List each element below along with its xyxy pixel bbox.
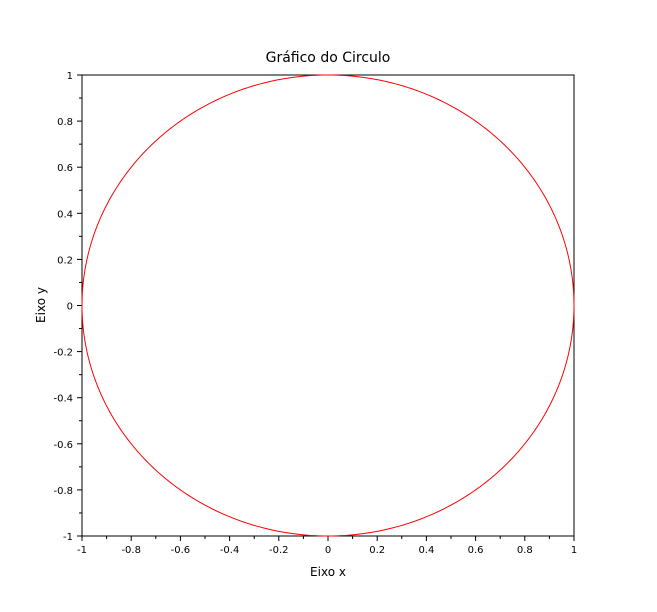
y-tick-label: 0.4 [57,209,73,220]
chart-title: Gráfico do Circulo [266,50,391,66]
y-tick-label: 0 [67,302,73,313]
y-tick-label: 0.6 [57,163,73,174]
x-tick-label: 0 [325,545,331,556]
y-axis: -1 -0.8 -0.6 -0.4 -0.2 0 0.2 0.4 0.6 0.8 1 [53,71,82,543]
x-tick-label: -0.8 [121,545,141,556]
x-tick-label: -0.4 [220,545,240,556]
y-tick-label: 0.8 [57,117,73,128]
x-tick-label: 0.8 [517,545,533,556]
x-tick-label: 0.6 [468,545,484,556]
x-tick-label: 0.4 [418,545,434,556]
y-tick-label: -0.4 [53,394,73,405]
x-axis: -1 -0.8 -0.6 -0.4 -0.2 0 0.2 0.4 0.6 0.8 1 [77,536,577,556]
y-axis-label: Eixo y [34,287,48,323]
y-tick-label: -1 [63,532,73,543]
y-tick-label: -0.2 [53,348,73,359]
x-tick-label: 1 [571,545,577,556]
y-tick-label: -0.6 [53,440,73,451]
y-tick-label: -0.8 [53,486,73,497]
circle-series-line [81,74,575,537]
x-tick-label: -1 [77,545,87,556]
y-tick-label: 0.2 [57,255,73,266]
x-axis-label: Eixo x [310,565,346,579]
plot-area [81,74,575,537]
x-tick-label: -0.2 [269,545,289,556]
series-layer [81,74,575,537]
y-tick-label: 1 [67,71,73,82]
x-tick-label: 0.2 [369,545,385,556]
x-tick-label: -0.6 [171,545,191,556]
